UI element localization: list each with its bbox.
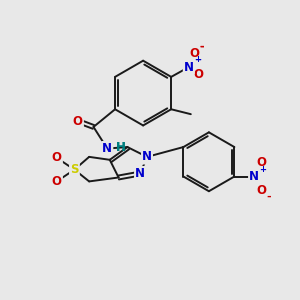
Text: O: O	[257, 156, 267, 169]
Text: N: N	[184, 61, 194, 74]
Text: O: O	[52, 175, 62, 188]
Text: N: N	[249, 170, 259, 183]
Text: O: O	[190, 47, 200, 60]
Text: O: O	[194, 68, 204, 81]
Text: N: N	[102, 142, 112, 155]
Text: H: H	[116, 141, 126, 154]
Text: N: N	[135, 167, 145, 180]
Text: -: -	[267, 192, 272, 202]
Text: O: O	[52, 152, 62, 164]
Text: N: N	[102, 142, 112, 155]
Text: N: N	[135, 167, 145, 180]
Text: N: N	[184, 61, 194, 74]
Text: O: O	[52, 175, 62, 188]
Text: N: N	[142, 150, 152, 164]
Text: -: -	[200, 41, 204, 51]
Text: O: O	[73, 115, 83, 128]
Text: O: O	[194, 68, 204, 81]
Text: -: -	[200, 41, 204, 51]
Text: O: O	[52, 152, 62, 164]
Text: +: +	[259, 165, 266, 174]
Text: +: +	[194, 55, 201, 64]
Text: O: O	[257, 184, 267, 197]
Text: O: O	[190, 47, 200, 60]
Text: +: +	[194, 55, 201, 64]
Text: O: O	[73, 115, 83, 128]
Text: S: S	[70, 163, 79, 176]
Text: H: H	[116, 141, 126, 154]
Text: S: S	[70, 163, 79, 176]
Text: N: N	[142, 150, 152, 164]
